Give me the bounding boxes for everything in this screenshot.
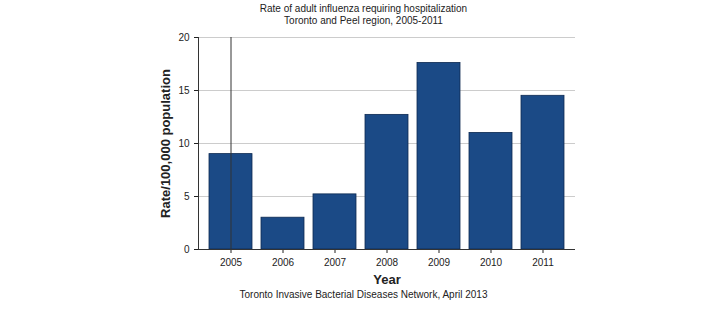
html-text:Toronto and Peel region, 2005-: Toronto and Peel region, 2005-2011: [284, 15, 443, 26]
svg-text:20: 20: [178, 32, 190, 43]
svg-text:10: 10: [178, 138, 190, 149]
svg-text:2006: 2006: [272, 257, 295, 268]
svg-text:2009: 2009: [428, 257, 451, 268]
svg-text:5: 5: [184, 191, 190, 202]
svg-text:2008: 2008: [376, 257, 399, 268]
svg-text:2005: 2005: [220, 257, 243, 268]
svg-text:0: 0: [184, 244, 190, 255]
html-text:Rate of adult influenza requir: Rate of adult influenza requiring hospit…: [259, 3, 468, 14]
svg-text:Year: Year: [373, 272, 400, 287]
svg-text:2011: 2011: [532, 257, 554, 268]
html-text:Toronto Invasive Bacterial Dis: Toronto Invasive Bacterial Diseases Netw…: [239, 289, 488, 300]
svg-text:Rate/100,000 population: Rate/100,000 population: [158, 69, 173, 218]
svg-text:2007: 2007: [324, 257, 347, 268]
svg-text:2010: 2010: [480, 257, 503, 268]
svg-text:15: 15: [178, 85, 190, 96]
